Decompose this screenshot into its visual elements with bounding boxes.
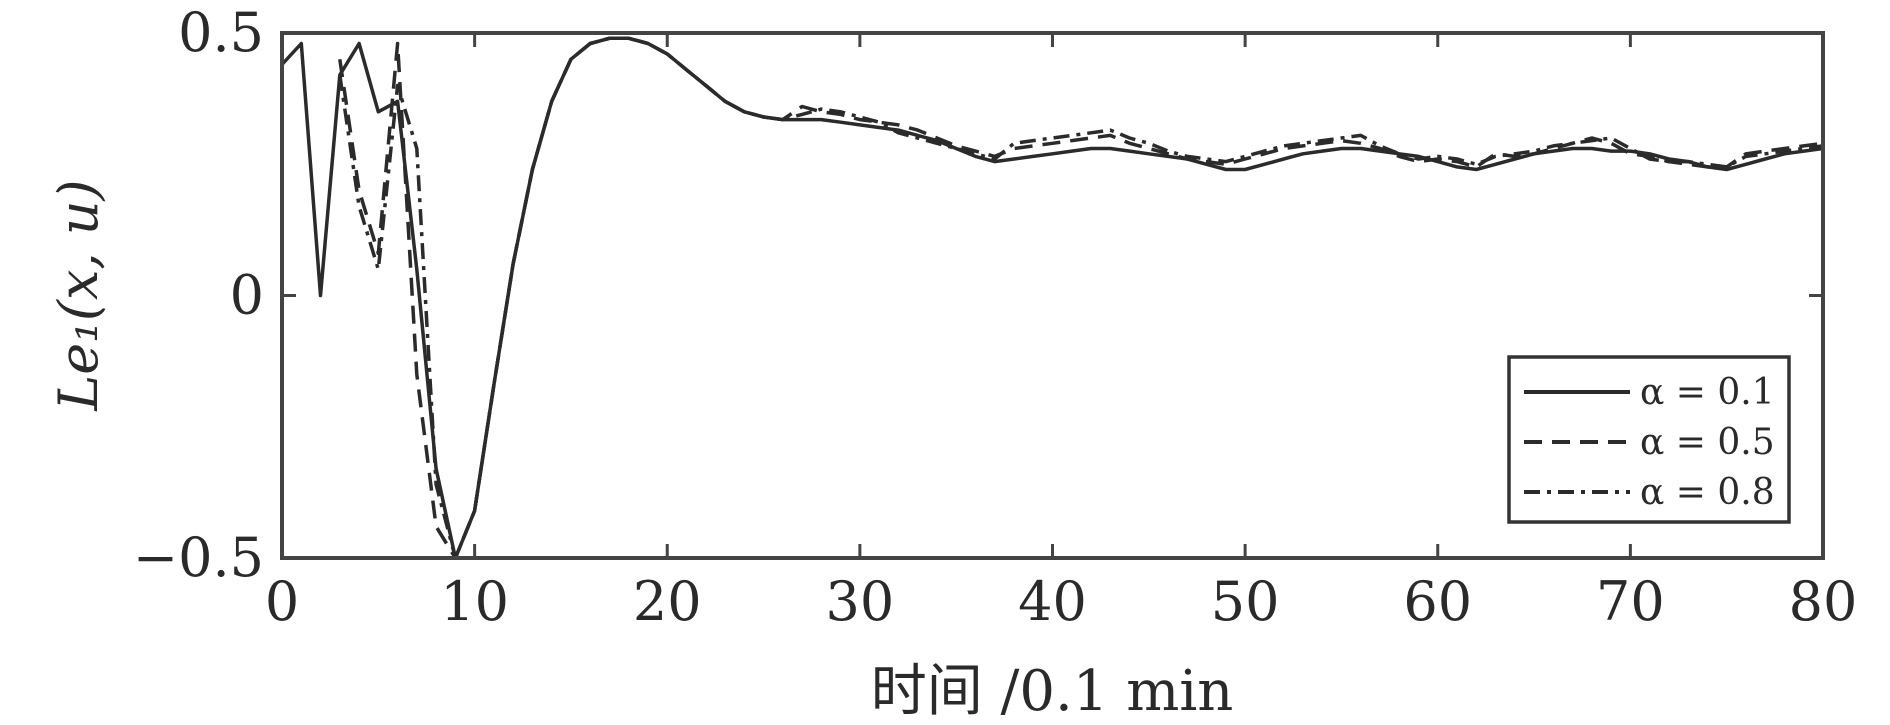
x-tick-label-8: 80 — [1789, 570, 1858, 633]
x-axis-label: 时间 /0.1 min — [871, 659, 1234, 724]
legend: α = 0.1 α = 0.5 α = 0.8 — [1507, 355, 1791, 524]
plot-area-frame — [280, 31, 1825, 560]
x-tick-label-3: 30 — [826, 570, 895, 633]
series-line-1 — [280, 36, 1824, 560]
x-tick-label-2: 20 — [633, 570, 702, 633]
y-tick-label-1: 0 — [230, 264, 264, 327]
x-tick-label-4: 40 — [1018, 570, 1087, 633]
tick-labels: 0 10 20 30 40 50 60 70 80−0.500.5 — [133, 1, 1857, 633]
y-tick-label-2: 0.5 — [178, 1, 264, 64]
y-tick-label-0: −0.5 — [133, 526, 264, 589]
x-tick-label-0: 0 — [265, 570, 299, 633]
series-lines — [280, 36, 1824, 560]
legend-label-series-2: α = 0.5 — [1640, 422, 1775, 463]
x-tick-label-6: 60 — [1403, 570, 1472, 633]
x-tick-label-1: 10 — [440, 570, 509, 633]
x-tick-label-7: 70 — [1596, 570, 1665, 633]
legend-box — [1507, 355, 1791, 524]
x-tick-label-5: 50 — [1211, 570, 1280, 633]
legend-label-series-1: α = 0.1 — [1640, 372, 1775, 413]
legend-label-series-3: α = 0.8 — [1640, 472, 1775, 513]
y-axis-label: Le₁(x, u) — [47, 179, 110, 411]
